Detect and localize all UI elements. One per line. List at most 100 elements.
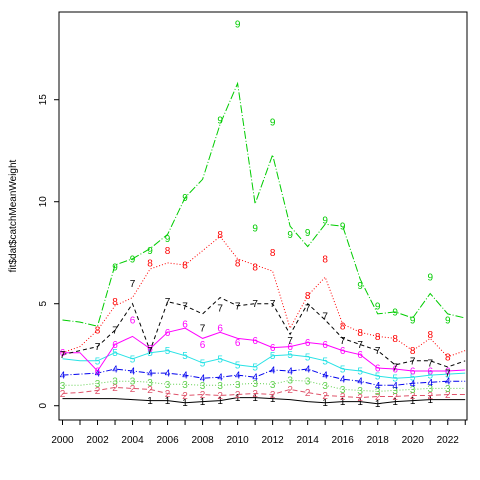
x-tick-label: 2006 xyxy=(156,435,179,446)
data-point-label: 3 xyxy=(392,386,398,397)
data-point-label: 6 xyxy=(392,365,398,376)
data-point-label: 9 xyxy=(375,301,381,312)
data-point-label: 5 xyxy=(165,346,171,357)
data-point-label: 7 xyxy=(165,297,171,308)
data-point-label: 2 xyxy=(147,385,153,396)
series-line-9 xyxy=(62,81,466,327)
data-point-label: 9 xyxy=(392,307,398,318)
x-tick-label: 2022 xyxy=(437,435,460,446)
data-point-label: 5 xyxy=(270,351,276,362)
data-point-label: 9 xyxy=(165,234,171,245)
data-point-label: 7 xyxy=(305,303,311,314)
series-line-2 xyxy=(62,386,466,399)
data-point-label: 1 xyxy=(217,396,223,407)
x-tick-label: 2016 xyxy=(332,435,355,446)
data-point-label: 6 xyxy=(322,340,328,351)
series-points: 1 1 1 1 1 1 1 1 1 1 1 1 1 1 12 2 2 2 2 2 2 2 2 2 2 2 2 2 2 2 2 2 2 2 2 23 3 3… xyxy=(60,20,451,410)
data-point-label: 5 xyxy=(305,352,311,363)
data-point-label: 5 xyxy=(322,356,328,367)
data-point-label: 8 xyxy=(392,334,398,345)
y-axis: 0 5 10 15 xyxy=(38,94,59,409)
data-point-label: 9 xyxy=(235,20,241,31)
data-point-label: 1 xyxy=(252,393,258,404)
plot-frame xyxy=(58,11,468,421)
data-point-label: 8 xyxy=(427,330,433,341)
data-point-label: 9 xyxy=(147,246,153,257)
data-point-label: 3 xyxy=(112,377,118,388)
data-point-label: 5 xyxy=(287,350,293,361)
data-point-label: 4 xyxy=(95,369,101,380)
data-point-label: 6 xyxy=(182,320,188,331)
data-point-label: 3 xyxy=(357,386,363,397)
data-point-label: 2 xyxy=(200,390,206,401)
x-tick-label: 2014 xyxy=(297,435,320,446)
data-point-label: 2 xyxy=(445,390,451,401)
data-point-label: 1 xyxy=(410,396,416,407)
x-tick-label: 2012 xyxy=(262,435,285,446)
data-point-label: 5 xyxy=(445,370,451,381)
data-point-label: 4 xyxy=(112,365,118,376)
data-point-label: 5 xyxy=(200,358,206,369)
series-line-5 xyxy=(62,350,466,379)
data-point-label: 2 xyxy=(60,389,66,400)
data-point-label: 8 xyxy=(305,291,311,302)
y-tick-label: 0 xyxy=(38,403,49,409)
data-point-label: 5 xyxy=(410,373,416,384)
data-point-label: 3 xyxy=(217,381,223,392)
data-point-label: 3 xyxy=(200,381,206,392)
data-point-label: 2 xyxy=(182,391,188,402)
data-point-label: 3 xyxy=(130,377,136,388)
data-point-label: 6 xyxy=(130,316,136,327)
data-point-label: 7 xyxy=(130,279,136,290)
data-point-label: 6 xyxy=(165,328,171,339)
data-point-label: 2 xyxy=(305,388,311,399)
data-point-label: 5 xyxy=(357,367,363,378)
data-point-label: 3 xyxy=(235,380,241,391)
data-point-label: 2 xyxy=(410,391,416,402)
data-point-label: 2 xyxy=(357,393,363,404)
data-point-label: 9 xyxy=(112,263,118,274)
data-point-label: 5 xyxy=(392,374,398,385)
data-point-label: 4 xyxy=(182,371,188,382)
x-tick-label: 2008 xyxy=(191,435,214,446)
data-point-label: 4 xyxy=(200,374,206,385)
data-point-label: 2 xyxy=(95,386,101,397)
data-point-label: 5 xyxy=(427,371,433,382)
data-point-label: 7 xyxy=(375,346,381,357)
data-point-label: 4 xyxy=(147,369,153,380)
y-tick-label: 10 xyxy=(38,196,49,208)
series-line-7 xyxy=(62,297,466,368)
data-point-label: 2 xyxy=(322,391,328,402)
data-point-label: 1 xyxy=(235,393,241,404)
data-point-label: 4 xyxy=(60,371,66,382)
data-point-label: 8 xyxy=(270,248,276,259)
data-point-label: 7 xyxy=(410,356,416,367)
data-point-label: 2 xyxy=(235,390,241,401)
x-tick-label: 2000 xyxy=(51,435,74,446)
data-point-label: 6 xyxy=(305,338,311,349)
data-point-label: 2 xyxy=(165,389,171,400)
data-point-label: 4 xyxy=(235,371,241,382)
data-point-label: 5 xyxy=(95,356,101,367)
data-point-label: 6 xyxy=(357,350,363,361)
data-point-label: 5 xyxy=(235,360,241,371)
data-point-label: 2 xyxy=(217,391,223,402)
data-point-label: 3 xyxy=(445,384,451,395)
x-tick-label: 2002 xyxy=(86,435,109,446)
data-point-label: 5 xyxy=(147,348,153,359)
data-point-label: 5 xyxy=(112,348,118,359)
data-point-label: 8 xyxy=(322,254,328,265)
data-point-label: 6 xyxy=(375,363,381,374)
data-point-label: 8 xyxy=(95,326,101,337)
data-point-label: 3 xyxy=(147,378,153,389)
data-point-label: 9 xyxy=(182,193,188,204)
data-point-label: 8 xyxy=(235,258,241,269)
data-point-label: 6 xyxy=(235,338,241,349)
data-point-label: 1 xyxy=(322,398,328,409)
data-point-label: 9 xyxy=(270,118,276,129)
data-point-label: 9 xyxy=(410,316,416,327)
data-point-label: 7 xyxy=(112,326,118,337)
data-point-label: 3 xyxy=(375,387,381,398)
data-point-label: 3 xyxy=(305,377,311,388)
